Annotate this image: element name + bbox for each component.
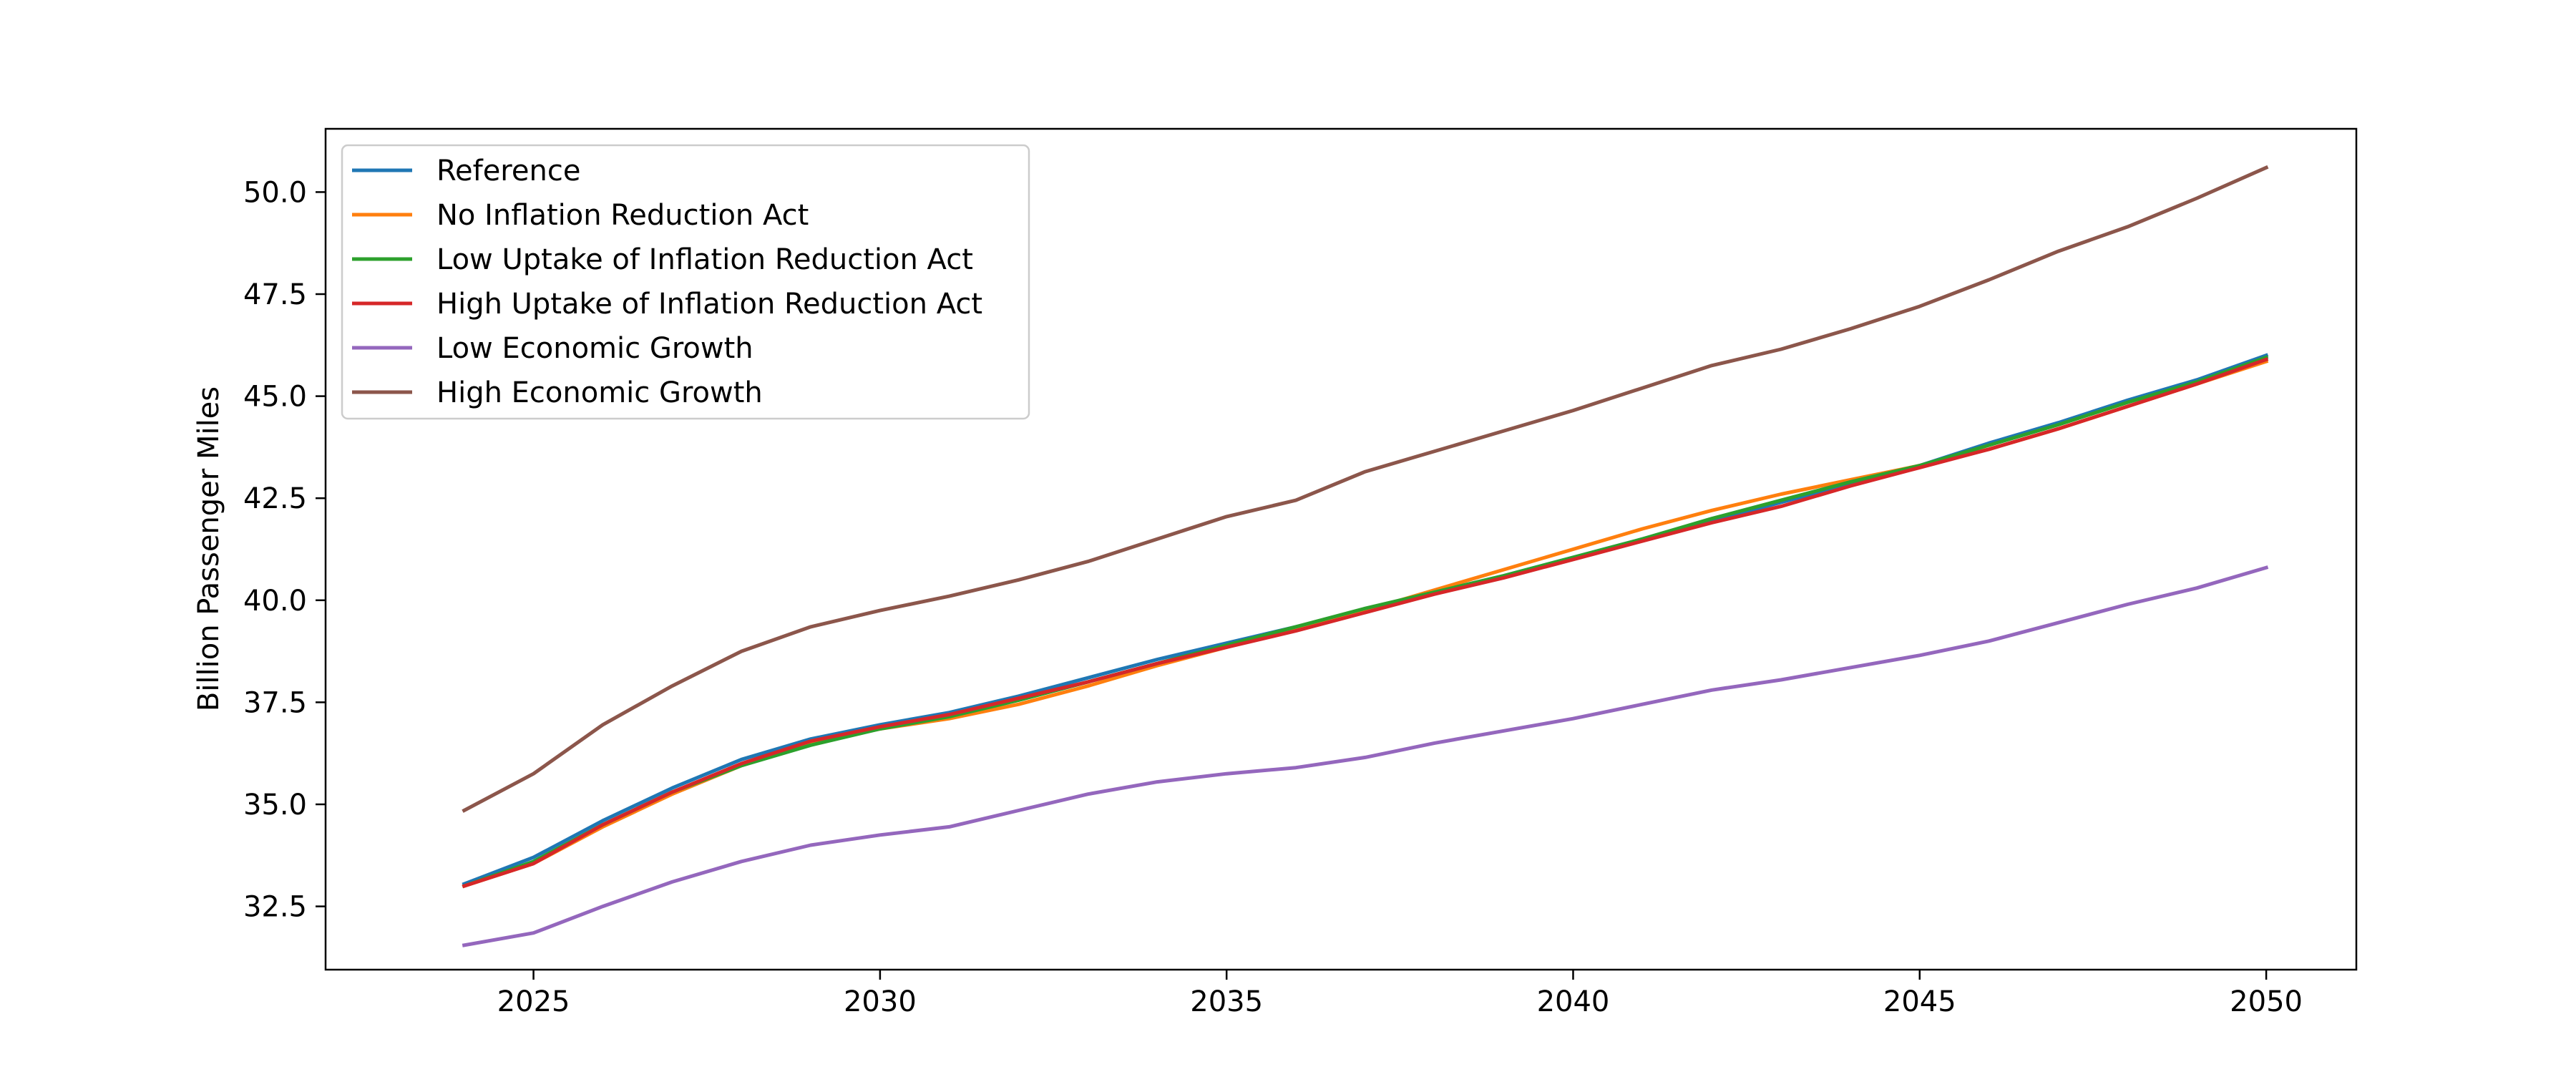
- axes: 2025 2030 2035 2040 2045 2050 32.5 35.0 37.5 40.0…: [243, 176, 2303, 1018]
- x-tick-label: 2025: [497, 985, 570, 1018]
- y-tick-label: 32.5: [243, 891, 307, 924]
- series-line: [462, 353, 2269, 887]
- y-tick-label: 40.0: [243, 585, 307, 618]
- legend-label: Low Economic Growth: [436, 332, 753, 365]
- y-tick-label: 47.5: [243, 278, 307, 311]
- legend-label: No Inflation Reduction Act: [436, 199, 809, 232]
- y-tick-label: 50.0: [243, 176, 307, 209]
- legend-label: High Economic Growth: [436, 376, 763, 409]
- x-tick-label: 2045: [1883, 985, 1956, 1018]
- y-tick-label: 45.0: [243, 381, 307, 414]
- y-tick-label: 42.5: [243, 482, 307, 515]
- series-line: [462, 565, 2269, 947]
- x-tick-label: 2040: [1537, 985, 1610, 1018]
- legend: Reference No Inflation Reduction Act Low U…: [341, 144, 1030, 420]
- y-axis-label: Billion Passenger Miles: [192, 386, 225, 711]
- plot-frame: [324, 127, 2358, 971]
- series-lines: [462, 165, 2269, 947]
- legend-label: Low Uptake of Inflation Reduction Act: [436, 243, 973, 276]
- y-tick-label: 37.5: [243, 686, 307, 719]
- series-line: [462, 355, 2269, 889]
- x-tick-label: 2035: [1190, 985, 1263, 1018]
- x-tick-label: 2030: [844, 985, 917, 1018]
- legend-box: [341, 144, 1030, 420]
- series-line: [462, 357, 2269, 889]
- legend-label: Reference: [436, 155, 580, 187]
- series-line: [462, 165, 2269, 813]
- legend-label: High Uptake of Inflation Reduction Act: [436, 288, 982, 321]
- y-tick-label: 35.0: [243, 789, 307, 822]
- x-tick-label: 2050: [2230, 985, 2303, 1018]
